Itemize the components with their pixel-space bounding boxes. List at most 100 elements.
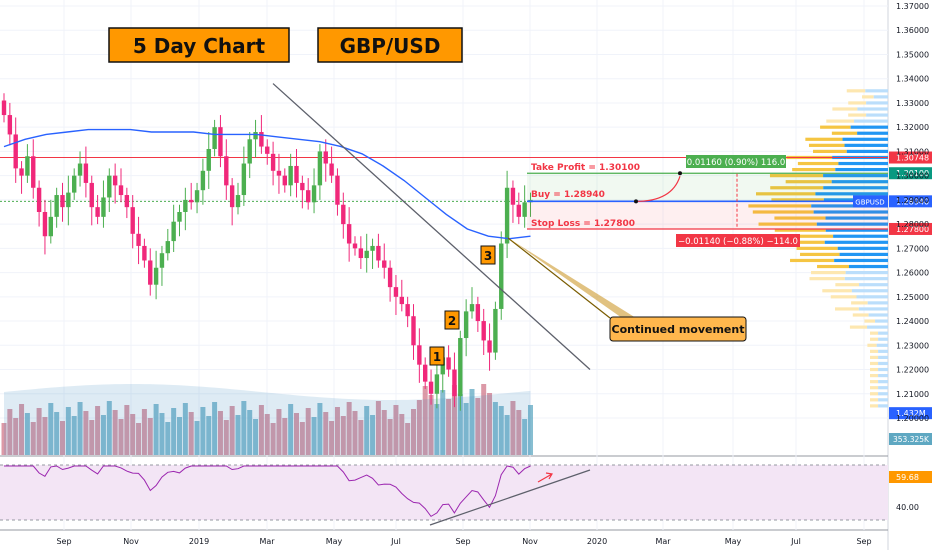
volume-bar bbox=[434, 404, 440, 455]
price-badge-text: 1.30100 bbox=[896, 169, 929, 178]
volume-bar bbox=[364, 406, 370, 455]
volume-bar bbox=[522, 419, 528, 455]
profile-bar-buy bbox=[792, 167, 836, 172]
annotation-text: Continued movement bbox=[612, 323, 745, 336]
candle-body bbox=[276, 170, 282, 176]
candle-body bbox=[522, 202, 527, 217]
time-tick-label: Nov bbox=[123, 537, 139, 546]
volume-bar bbox=[498, 406, 504, 455]
price-tick-label: 1.20000 bbox=[896, 414, 929, 423]
candle-body bbox=[452, 369, 457, 397]
profile-bar-sell bbox=[866, 101, 888, 105]
volume-bar bbox=[100, 415, 106, 455]
profile-bar-buy bbox=[870, 367, 879, 372]
time-axis-ticks: Sep Nov 2019 Mar May Jul Sep Nov 2020 Mar May Jul Se… bbox=[56, 537, 871, 546]
time-tick-label: Sep bbox=[856, 537, 871, 546]
volume-bar bbox=[147, 418, 153, 455]
volume-bar bbox=[223, 420, 229, 455]
wave-label-3: 3 bbox=[480, 245, 496, 265]
volume-bar bbox=[352, 411, 358, 455]
wave-label-1: 1 bbox=[429, 346, 445, 366]
downtrend-line bbox=[272, 83, 591, 371]
price-tick-label: 1.22000 bbox=[896, 366, 929, 375]
candle-body bbox=[72, 175, 77, 193]
price-badge-text: 1.27800 bbox=[896, 225, 929, 234]
profile-bar-sell bbox=[835, 167, 888, 172]
candle-body bbox=[36, 187, 42, 212]
title-box-5day: 5 Day Chart bbox=[108, 27, 290, 63]
profile-bar-sell bbox=[867, 325, 888, 329]
candle-body bbox=[346, 224, 352, 244]
volume-bar bbox=[42, 417, 48, 455]
profile-bar-buy bbox=[831, 131, 858, 135]
volume-bar bbox=[13, 418, 19, 455]
wave-label-2: 2 bbox=[444, 310, 460, 330]
volume-bar bbox=[264, 414, 270, 455]
candle-body bbox=[288, 165, 293, 186]
candle-body bbox=[364, 250, 369, 259]
volume-bar bbox=[65, 407, 71, 455]
projection-end-dot bbox=[678, 171, 682, 176]
price-candles bbox=[1, 93, 533, 411]
profile-bar-sell bbox=[839, 252, 888, 257]
candle-body bbox=[317, 151, 323, 186]
loss-badge: −0.01140 (−0.88%) −114.0 bbox=[676, 234, 800, 247]
volume-ma-area bbox=[4, 384, 531, 455]
profile-bar-sell bbox=[837, 246, 888, 250]
symbol-badge-text: GBPUSD bbox=[855, 198, 884, 206]
title-box-gbpusd: GBP/USD bbox=[317, 27, 463, 63]
rsi-value-text: 59.68 bbox=[896, 473, 919, 482]
profile-bar-buy bbox=[870, 361, 879, 366]
candle-body bbox=[1, 100, 7, 116]
volume-bar bbox=[317, 403, 323, 455]
price-badge bbox=[889, 151, 932, 164]
candle-body bbox=[171, 221, 176, 242]
candle-body bbox=[463, 311, 469, 339]
price-tick-label: 1.31000 bbox=[896, 147, 929, 156]
profile-bar-buy bbox=[834, 307, 859, 311]
annotation-pointer-wedge bbox=[508, 238, 636, 318]
candle-body bbox=[159, 253, 165, 268]
profile-bar-buy bbox=[870, 337, 879, 341]
volume-bar bbox=[299, 422, 305, 455]
profile-bar-sell bbox=[823, 174, 888, 178]
wave-label-1-text: 1 bbox=[433, 350, 441, 364]
volume-bar bbox=[270, 423, 276, 455]
candle-body bbox=[440, 357, 445, 375]
candle-body bbox=[270, 153, 276, 171]
profile-bar-sell bbox=[873, 95, 888, 99]
profile-bar-buy bbox=[808, 143, 845, 147]
rsi-band bbox=[0, 465, 888, 520]
profile-bar-sell bbox=[865, 89, 888, 93]
candle-body bbox=[434, 374, 440, 394]
rsi-trendline bbox=[429, 469, 591, 526]
candle-body bbox=[31, 156, 36, 188]
profile-bar-sell bbox=[867, 301, 888, 305]
profile-bar-sell bbox=[844, 277, 888, 281]
volume-bar bbox=[405, 423, 411, 455]
candle-body bbox=[77, 163, 83, 176]
candle-body bbox=[352, 243, 358, 249]
candle-body bbox=[306, 190, 311, 203]
candle-body bbox=[411, 316, 416, 346]
candle-body bbox=[118, 185, 124, 196]
candle-body bbox=[224, 156, 229, 186]
profile-bar-buy bbox=[862, 95, 874, 99]
profile-bar-sell bbox=[831, 180, 888, 184]
volume-bar bbox=[165, 422, 171, 455]
price-axis-ticks: 1.37000 1.36000 1.35000 1.34000 1.33000 1.320… bbox=[896, 2, 929, 423]
volume-bar bbox=[118, 419, 124, 455]
volume-bar bbox=[212, 402, 218, 455]
candle-body bbox=[335, 175, 340, 205]
profile-bar-sell bbox=[846, 149, 888, 154]
candle-body bbox=[329, 163, 334, 176]
time-tick-label: Sep bbox=[56, 537, 71, 546]
candle-body bbox=[177, 212, 182, 222]
volume-bar bbox=[188, 412, 194, 455]
candle-body bbox=[253, 132, 258, 140]
profile-bar-buy bbox=[849, 325, 868, 329]
candle-body bbox=[405, 304, 410, 317]
volume-bar bbox=[171, 408, 177, 455]
candle-body bbox=[54, 195, 59, 217]
